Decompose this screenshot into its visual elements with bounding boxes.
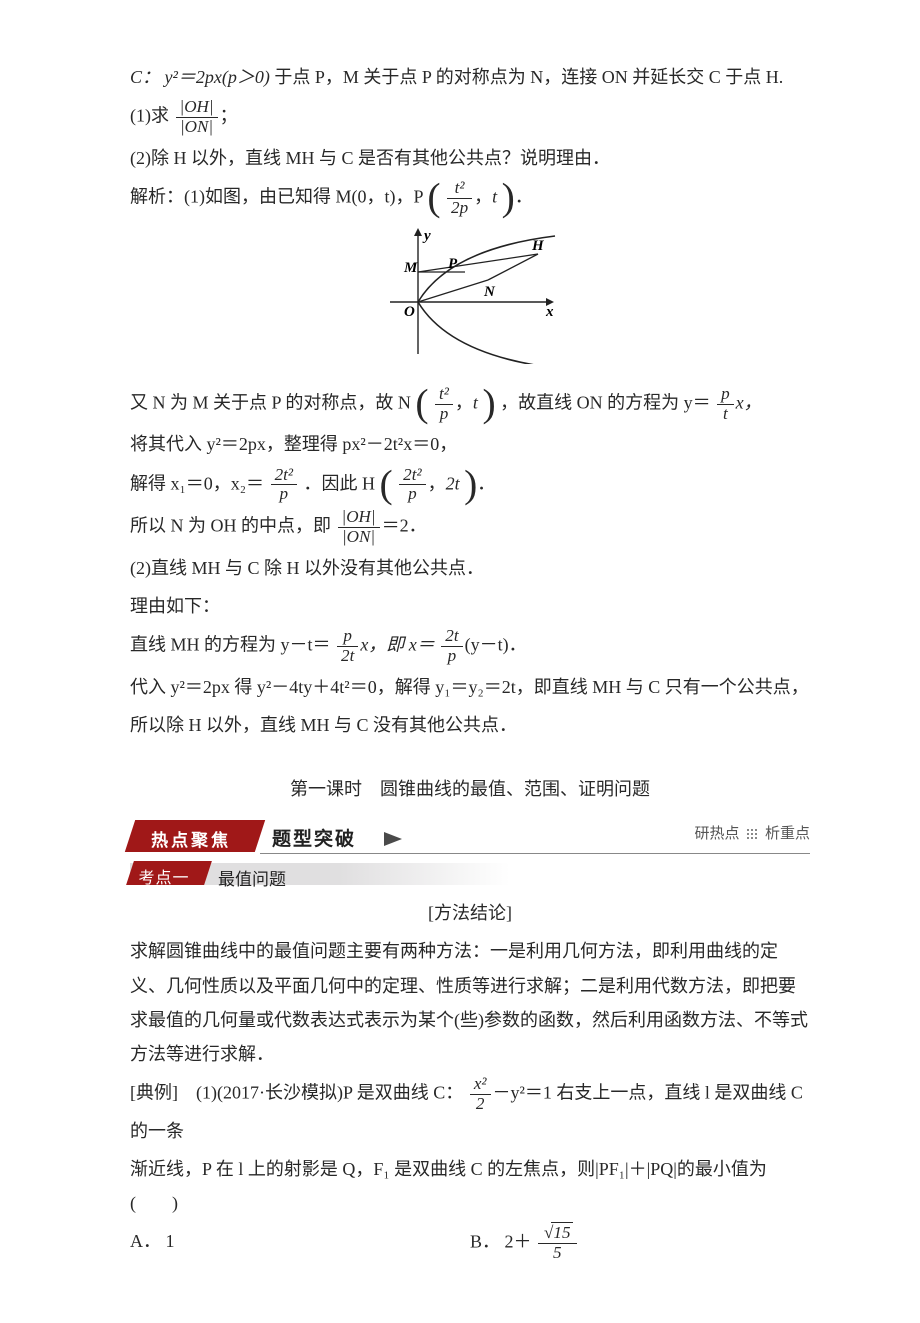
question-1: (1)求 |OH| |ON| ； (130, 98, 810, 137)
fraction: |OH| |ON| (338, 508, 380, 547)
fraction: p t (717, 385, 734, 424)
topic-bar: 考点一 最值问题 (130, 862, 810, 888)
banner-white-label: 题型突破 (260, 822, 356, 850)
solution-step: 解析：(1)如图，由已知得 M(0，t)，P ( t² 2p ，t )． (130, 179, 810, 218)
banner-red-label: 热点聚焦 (125, 820, 265, 852)
section-title: 第一课时 圆锥曲线的最值、范围、证明问题 (130, 772, 810, 806)
svg-text:N: N (483, 284, 496, 300)
right-paren-icon: ) (502, 182, 515, 214)
solution-step: 代入 y²＝2px 得 y²－4ty＋4t²＝0，解得 y₁＝y₂＝2t，即直线… (130, 670, 810, 704)
example-text: [典例] (1)(2017·长沙模拟)P 是双曲线 C： x² 2 －y²＝1 … (130, 1075, 810, 1148)
right-paren-icon: ) (464, 469, 477, 501)
choice-b: B． 2＋ 15 5 (470, 1224, 810, 1263)
topic-tag: 考点一 (126, 861, 212, 885)
svg-text:M: M (403, 260, 418, 276)
svg-text:P: P (448, 256, 458, 272)
fraction: p 2t (337, 627, 358, 666)
example-text-2: 渐近线，P 在 l 上的射影是 Q，F₁ 是双曲线 C 的左焦点，则|PF₁|＋… (130, 1152, 810, 1220)
solution-step: (2)直线 MH 与 C 除 H 以外没有其他公共点． (130, 551, 810, 585)
problem-statement: C： y²＝2px(p＞0) 于点 P，M 关于点 P 的对称点为 N，连接 O… (130, 60, 810, 94)
left-paren-icon: ( (379, 469, 392, 501)
text: C： (130, 67, 160, 87)
left-paren-icon: ( (427, 182, 440, 214)
svg-text:H: H (531, 238, 545, 254)
solution-step: 所以除 H 以外，直线 MH 与 C 没有其他公共点． (130, 708, 810, 742)
choice-a: A． 1 (130, 1224, 470, 1263)
label: (1)求 (130, 106, 169, 126)
solution-step: 又 N 为 M 关于点 P 的对称点，故 N ( t² p ，t ) ，故直线 … (130, 385, 810, 424)
fraction: |OH| |ON| (176, 98, 218, 137)
method-heading: [方法结论] (130, 896, 810, 930)
fraction: t² 2p (447, 179, 472, 218)
text: 于点 P，M 关于点 P 的对称点为 N，连接 ON 并延长交 C 于点 H. (274, 67, 783, 87)
solution-step: 解得 x₁＝0，x₂＝ 2t² p ．因此 H ( 2t² p ，2t )． (130, 466, 810, 505)
fraction: t² p (435, 385, 453, 424)
section-banner: 热点聚焦 题型突破 研热点 析重点 (130, 820, 810, 858)
equation: y²＝2px(p＞0) (165, 67, 270, 87)
solution-step: 将其代入 y²＝2px，整理得 px²－2t²x＝0， (130, 427, 810, 461)
solution-step: 理由如下： (130, 589, 810, 623)
method-body: 求解圆锥曲线中的最值问题主要有两种方法：一是利用几何方法，即利用曲线的定义、几何… (130, 934, 810, 1071)
svg-text:y: y (422, 228, 431, 244)
question-2: (2)除 H 以外，直线 MH 与 C 是否有其他公共点？说明理由． (130, 141, 810, 175)
fraction: x² 2 (470, 1075, 491, 1114)
fraction: 2t² p (399, 466, 425, 505)
dots-icon (746, 828, 758, 840)
svg-text:O: O (404, 304, 415, 320)
svg-text:x: x (545, 304, 554, 320)
parabola-diagram: y x M P H N O (130, 224, 810, 375)
banner-right-note: 研热点 析重点 (694, 820, 810, 849)
topic-text: 最值问题 (218, 864, 286, 896)
choice-row: A． 1 B． 2＋ 15 5 (130, 1224, 810, 1263)
right-paren-icon: ) (482, 388, 495, 420)
arrow-icon (384, 832, 402, 846)
solution-step: 直线 MH 的方程为 y－t＝ p 2t x，即 x＝ 2t p (y－t)． (130, 627, 810, 666)
left-paren-icon: ( (415, 388, 428, 420)
banner-underline (260, 853, 810, 854)
solution-step: 所以 N 为 OH 的中点，即 |OH| |ON| ＝2． (130, 508, 810, 547)
fraction: 2t p (441, 627, 462, 666)
fraction: 2t² p (271, 466, 297, 505)
fraction: 15 5 (538, 1224, 576, 1263)
